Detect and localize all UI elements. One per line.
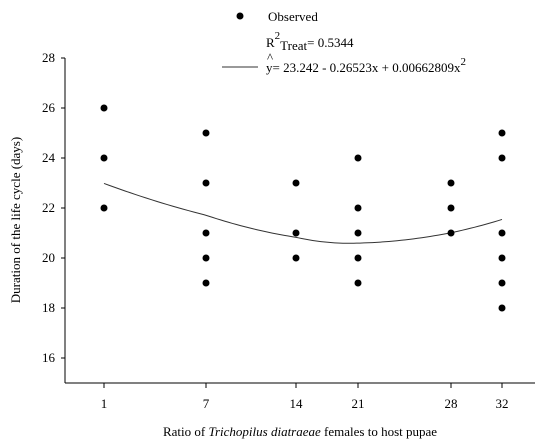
legend-observed-label: Observed [268, 9, 318, 24]
data-point [499, 130, 506, 137]
data-point [499, 305, 506, 312]
y-tick-label: 18 [42, 300, 55, 315]
data-point [448, 180, 455, 187]
y-tick-label: 20 [42, 250, 55, 265]
data-point [101, 205, 108, 212]
x-tick-label: 1 [101, 396, 108, 411]
data-point [355, 230, 362, 237]
x-tick-label: 28 [445, 396, 458, 411]
data-point [499, 230, 506, 237]
data-point [293, 230, 300, 237]
data-point [203, 280, 210, 287]
data-point [293, 255, 300, 262]
legend-r2-base: R [266, 35, 275, 50]
data-point [355, 280, 362, 287]
x-axis-title: Ratio of Trichopilus diatraeae females t… [163, 424, 437, 439]
data-point [499, 155, 506, 162]
data-point [499, 280, 506, 287]
fitted-curve [104, 183, 502, 243]
legend-r2-sub: Treat [280, 38, 307, 53]
x-axis-title-species: Trichopilus diatraeae [208, 424, 321, 439]
y-axis-ticks: 16 18 20 22 24 26 28 [42, 50, 65, 365]
legend-equation: y= 23.242 - 0.26523x + 0.00662809x2 [266, 56, 466, 75]
y-tick-label: 24 [42, 150, 56, 165]
data-point [101, 105, 108, 112]
legend-observed-marker [237, 13, 244, 20]
x-axis-title-suffix: females to host pupae [321, 424, 437, 439]
x-axis-ticks: 1 7 14 21 28 32 [101, 383, 509, 411]
x-tick-label: 21 [352, 396, 365, 411]
y-tick-label: 16 [42, 350, 56, 365]
data-point [293, 180, 300, 187]
data-point [101, 155, 108, 162]
legend-eq-text: = 23.242 - 0.26523x + 0.00662809x [273, 60, 461, 75]
data-point [355, 205, 362, 212]
data-point [355, 155, 362, 162]
y-tick-label: 26 [42, 100, 56, 115]
data-point [203, 255, 210, 262]
data-point [448, 230, 455, 237]
x-tick-label: 32 [496, 396, 509, 411]
y-tick-label: 28 [42, 50, 55, 65]
x-tick-label: 14 [290, 396, 304, 411]
legend-r2-value: = 0.5344 [307, 35, 354, 50]
x-tick-label: 7 [203, 396, 210, 411]
data-point [203, 130, 210, 137]
data-point [355, 255, 362, 262]
x-axis-title-prefix: Ratio of [163, 424, 209, 439]
data-point [203, 230, 210, 237]
legend-r2: R2Treat= 0.5344 [266, 30, 354, 53]
y-axis-title: Duration of the life cycle (days) [8, 137, 23, 303]
y-tick-label: 22 [42, 200, 55, 215]
legend: Observed R2Treat= 0.5344 ^ y= 23.242 - 0… [222, 9, 466, 75]
data-point [448, 205, 455, 212]
data-point [203, 180, 210, 187]
data-point [499, 255, 506, 262]
observed-points [101, 105, 506, 312]
legend-eq-sup: 2 [461, 56, 467, 68]
